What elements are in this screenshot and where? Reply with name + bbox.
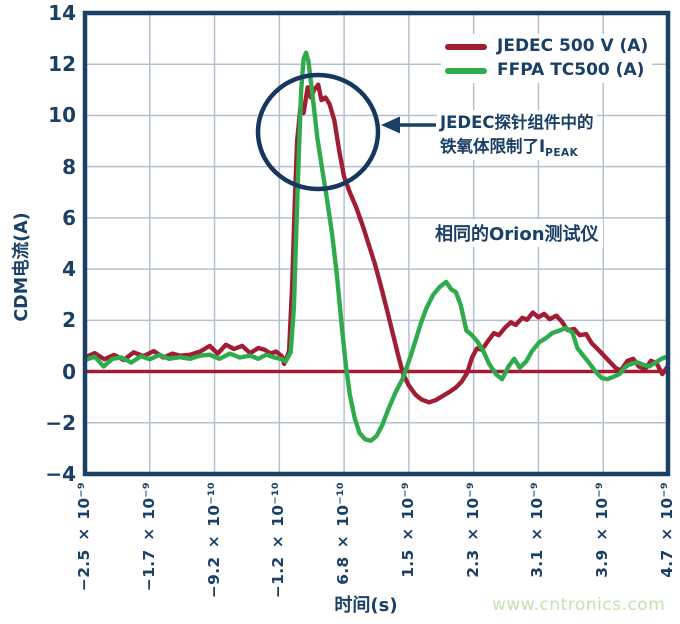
x-tick-label: 2.3 × 10⁻⁹	[463, 482, 482, 578]
legend: JEDEC 500 V (A) FFPA TC500 (A)	[441, 34, 653, 83]
peak-annotation-line1: JEDEC探针组件中的	[440, 113, 594, 132]
x-tick-label: 4.7 × 10⁻⁹	[658, 482, 676, 578]
x-tick-label: −2.5 × 10⁻⁹	[75, 482, 93, 592]
y-tick-label: 4	[62, 257, 76, 282]
legend-chip-red	[445, 43, 487, 50]
x-tick-label: −1.7 × 10⁻⁹	[139, 482, 158, 592]
y-tick-label: 10	[48, 103, 76, 128]
x-axis-title: 时间(s)	[334, 595, 398, 616]
y-axis-title: CDM电流(A)	[12, 212, 32, 322]
peak-annotation-line2: 铁氧体限制了I	[440, 136, 546, 156]
y-tick-label: −2	[45, 410, 76, 435]
left-arrow-icon	[381, 116, 436, 134]
peak-highlight-ellipse	[255, 72, 381, 192]
y-tick-label: 12	[48, 52, 76, 77]
tester-annotation: 相同的Orion测试仪	[431, 219, 603, 247]
peak-annotation: JEDEC探针组件中的 铁氧体限制了IPEAK	[437, 110, 597, 160]
watermark: www.cntronics.com	[492, 595, 666, 615]
legend-chip-green	[445, 67, 487, 74]
x-tick-label: 1.5 × 10⁻⁹	[398, 482, 417, 578]
peak-annotation-subscript: PEAK	[545, 146, 579, 159]
x-tick-label: −1.2 × 10⁻¹⁰	[269, 482, 288, 599]
y-tick-label: 0	[62, 359, 76, 384]
legend-label: JEDEC 500 V (A)	[497, 36, 649, 56]
x-tick-label: −9.2 × 10⁻¹⁰	[204, 482, 223, 599]
legend-item-ffpa: FFPA TC500 (A)	[445, 60, 648, 81]
plot-border	[82, 10, 671, 477]
y-tick-label: 6	[62, 205, 76, 230]
y-tick-label: −4	[45, 462, 76, 486]
y-tick-label: 2	[62, 308, 76, 333]
series-lines	[82, 50, 671, 443]
x-tick-label: 3.9 × 10⁻⁹	[593, 482, 612, 578]
x-tick-label: 6.8 × 10⁻¹⁰	[334, 482, 353, 585]
legend-label: FFPA TC500 (A)	[497, 60, 645, 80]
x-tick-label: 3.1 × 10⁻⁹	[528, 482, 547, 578]
y-tick-label: 8	[62, 154, 76, 179]
y-tick-label: 14	[48, 1, 76, 25]
legend-item-jedec: JEDEC 500 V (A)	[445, 36, 648, 57]
